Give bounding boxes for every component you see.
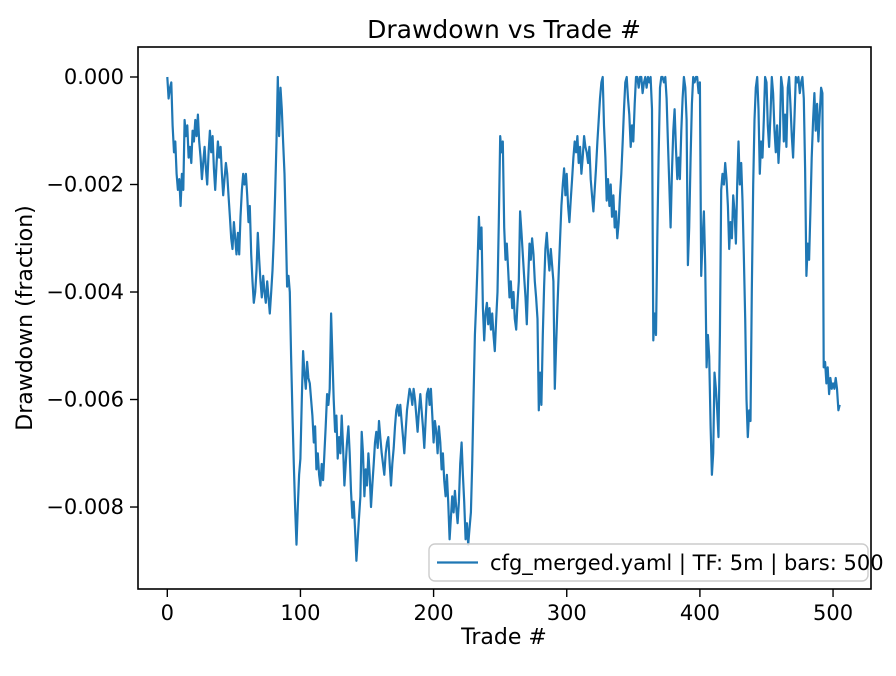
plot-title: Drawdown vs Trade # [367, 15, 641, 44]
y-tick-label: −0.004 [46, 280, 124, 304]
legend-box [428, 543, 869, 582]
drawdown-line [166, 75, 841, 562]
x-tick-label: 0 [161, 601, 174, 625]
y-axis-label: Drawdown (fraction) [13, 205, 38, 431]
x-axis-ticks: 0 100 200 300 400 500 [161, 589, 853, 625]
x-tick-label: 500 [813, 601, 853, 625]
y-tick-label: −0.006 [46, 388, 124, 412]
x-tick-label: 100 [280, 601, 320, 625]
x-axis-label: Trade # [460, 625, 547, 650]
y-tick-label: 0.000 [64, 65, 124, 89]
y-tick-label: −0.002 [46, 173, 124, 197]
x-tick-label: 300 [547, 601, 587, 625]
y-axis-ticks: 0.000 −0.002 −0.004 −0.006 −0.008 [46, 65, 138, 519]
legend: cfg_merged.yaml | TF: 5m | bars: 500 [428, 543, 884, 582]
legend-label: cfg_merged.yaml | TF: 5m | bars: 500 [490, 551, 884, 576]
axes-frame [137, 46, 872, 590]
x-tick-label: 200 [414, 601, 454, 625]
y-tick-label: −0.008 [46, 495, 124, 519]
x-tick-label: 400 [680, 601, 720, 625]
